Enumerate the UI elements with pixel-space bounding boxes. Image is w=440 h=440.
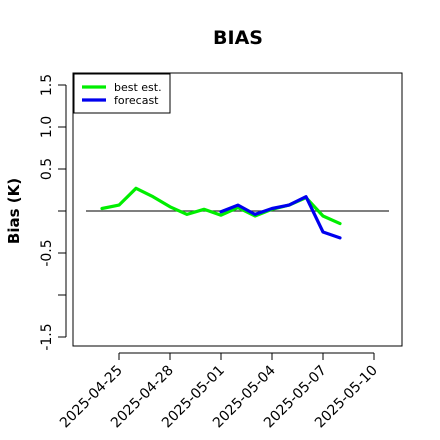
y-axis-label: Bias (K) [5,178,23,244]
series-layer [100,186,342,240]
legend-label: forecast [114,94,159,107]
y-tick-label: -1.5 [39,323,55,350]
series-line-best-est [100,186,342,226]
legend-label: best est. [114,81,162,94]
legend-box [73,73,171,114]
x-axis: 2025-04-252025-04-282025-05-012025-05-04… [57,352,381,431]
y-tick-label: 0.5 [39,158,55,180]
y-tick-label: -0.5 [39,239,55,266]
y-axis: -1.5 -0.5 0.5 1.0 1.5 [39,74,67,351]
series-line-forecast [219,195,342,240]
plot-frame [72,72,403,347]
chart-title: BIAS [213,27,263,49]
y-tick-label: 1.5 [39,74,55,96]
y-tick-label: 1.0 [39,116,55,138]
legend: best est.forecast [73,73,171,114]
